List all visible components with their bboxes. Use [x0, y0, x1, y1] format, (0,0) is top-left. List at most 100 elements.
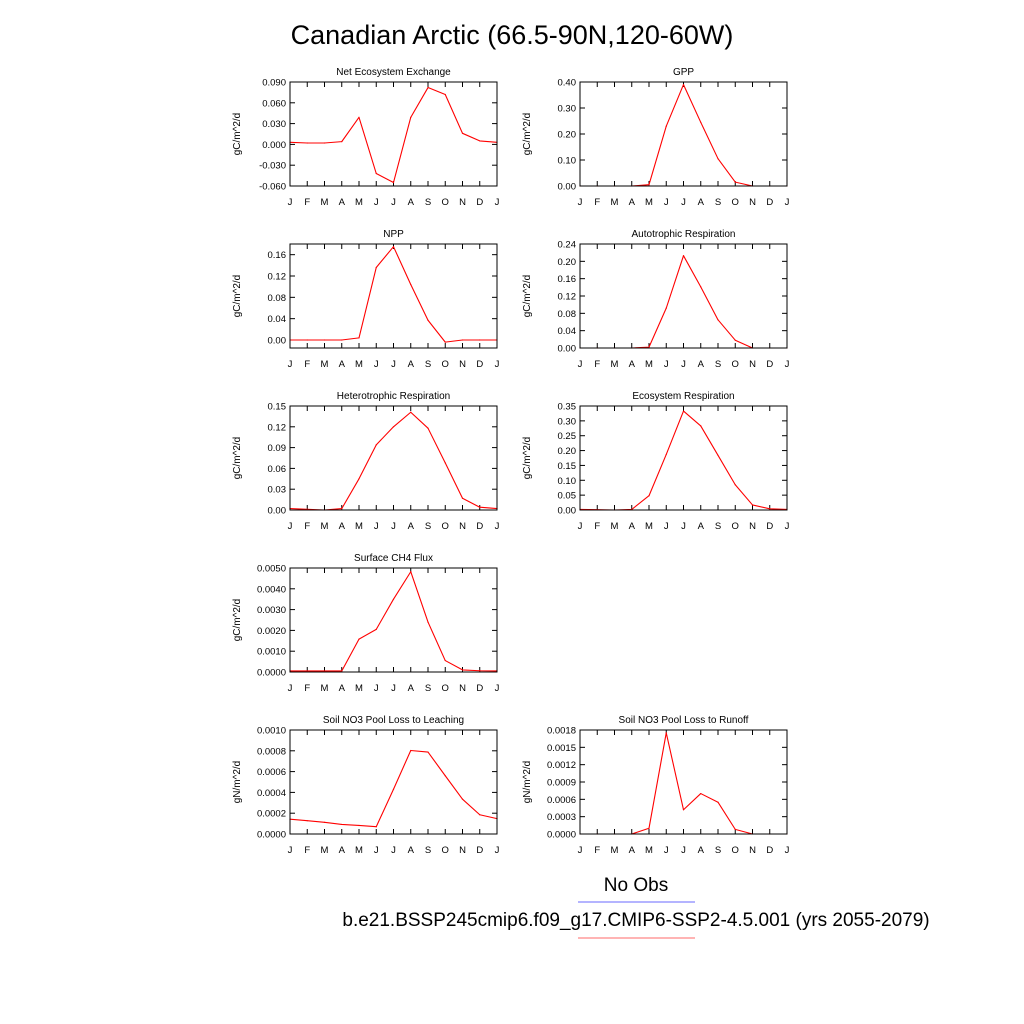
data-point: [734, 484, 736, 486]
y-tick-label: 0.20: [558, 446, 577, 457]
data-point: [717, 801, 719, 803]
data-point: [665, 307, 667, 309]
x-tick-label: F: [304, 845, 310, 856]
x-tick-label: J: [578, 845, 583, 856]
data-point: [375, 628, 377, 630]
panel-title: Soil NO3 Pool Loss to Runoff: [619, 715, 749, 726]
x-tick-label: F: [594, 521, 600, 532]
y-tick-label: 0.030: [262, 119, 286, 130]
panel-title: NPP: [383, 229, 404, 240]
x-tick-label: N: [749, 197, 756, 208]
y-tick-label: 0.0000: [257, 830, 286, 841]
y-tick-label: 0.00: [268, 336, 287, 347]
x-tick-label: M: [645, 521, 653, 532]
x-tick-label: J: [664, 197, 669, 208]
x-tick-label: J: [374, 359, 379, 370]
data-point: [682, 809, 685, 811]
x-tick-label: A: [698, 197, 705, 208]
series-line: [580, 255, 787, 349]
panel-er: Ecosystem Respiration 0.00 0.05 0.10 0.15 0.2…: [522, 391, 790, 532]
x-tick-label: J: [681, 521, 686, 532]
y-tick-label: 0.00: [558, 182, 577, 193]
x-tick-label: A: [629, 521, 636, 532]
y-tick-label: 0.12: [268, 422, 287, 433]
data-point: [427, 751, 429, 753]
y-tick-label: 0.25: [558, 431, 577, 442]
data-point: [358, 824, 360, 827]
panel-leach: Soil NO3 Pool Loss to Leaching 0.0000 0.00…: [232, 715, 500, 856]
x-tick-label: J: [495, 359, 500, 370]
series-line: [289, 87, 498, 184]
y-axis-label: gC/m^2/d: [522, 437, 533, 480]
x-tick-label: J: [578, 359, 583, 370]
y-tick-label: 0.24: [558, 240, 577, 251]
x-tick-label: J: [495, 197, 500, 208]
y-axis-label: gC/m^2/d: [232, 599, 243, 642]
x-tick-label: M: [611, 197, 619, 208]
x-tick-label: A: [408, 197, 415, 208]
data-point: [444, 775, 446, 777]
x-tick-label: D: [476, 683, 483, 694]
y-tick-label: 0.30: [558, 104, 577, 115]
plot-frame: [579, 405, 788, 511]
data-point: [392, 181, 395, 184]
x-tick-label: A: [629, 197, 636, 208]
y-tick-label: 0.090: [262, 78, 286, 89]
y-tick-label: 0.0008: [257, 746, 286, 757]
data-point: [341, 823, 343, 826]
x-tick-label: D: [766, 197, 773, 208]
x-tick-label: D: [766, 845, 773, 856]
x-tick-label: A: [698, 359, 705, 370]
data-point: [734, 339, 736, 341]
x-tick-label: M: [321, 845, 329, 856]
panel-title: Soil NO3 Pool Loss to Leaching: [323, 715, 464, 726]
x-tick-label: F: [304, 359, 310, 370]
data-point: [323, 821, 326, 823]
legend-label-obs: No Obs: [604, 875, 668, 896]
y-tick-label: 0.08: [268, 293, 287, 304]
data-point: [427, 319, 429, 321]
y-tick-label: 0.20: [558, 257, 577, 268]
x-tick-label: J: [664, 521, 669, 532]
x-tick-label: J: [664, 359, 669, 370]
x-tick-label: S: [425, 683, 431, 694]
data-point: [410, 411, 412, 413]
y-tick-label: 0.20: [558, 130, 577, 141]
legend: No Obs b.e21.BSSP245cmip6.f09_g17.CMIP6-…: [342, 875, 930, 939]
panel-title: Net Ecosystem Exchange: [336, 67, 451, 78]
series-line: [580, 84, 787, 187]
y-tick-label: 0.03: [268, 485, 287, 496]
data-point: [341, 508, 343, 510]
data-point: [410, 283, 412, 286]
y-axis-label: gC/m^2/d: [232, 113, 243, 156]
data-point: [717, 158, 719, 160]
x-tick-label: J: [391, 521, 396, 532]
legend-label-model: b.e21.BSSP245cmip6.f09_g17.CMIP6-SSP2-4.…: [342, 910, 929, 931]
data-point: [734, 828, 736, 830]
y-tick-label: 0.0000: [257, 668, 286, 679]
panel-title: Surface CH4 Flux: [354, 553, 433, 564]
plot-frame: [289, 729, 498, 835]
y-tick-label: 0.15: [558, 461, 577, 472]
x-tick-label: A: [408, 359, 415, 370]
data-point: [700, 121, 702, 123]
x-tick-label: M: [611, 845, 619, 856]
x-tick-label: O: [732, 521, 739, 532]
y-tick-label: 0.0010: [257, 647, 286, 658]
data-point: [682, 255, 685, 257]
y-tick-label: -0.060: [259, 182, 286, 193]
data-point: [444, 93, 446, 96]
data-point: [358, 478, 360, 480]
figure-title: Canadian Arctic (66.5-90N,120-60W): [291, 20, 734, 50]
x-tick-label: S: [425, 197, 431, 208]
x-tick-label: F: [304, 683, 310, 694]
x-tick-label: M: [321, 683, 329, 694]
x-tick-label: J: [391, 683, 396, 694]
data-point: [323, 670, 326, 672]
y-axis-label: gC/m^2/d: [522, 113, 533, 156]
x-tick-label: J: [785, 197, 790, 208]
data-point: [479, 140, 481, 142]
x-tick-label: D: [766, 359, 773, 370]
